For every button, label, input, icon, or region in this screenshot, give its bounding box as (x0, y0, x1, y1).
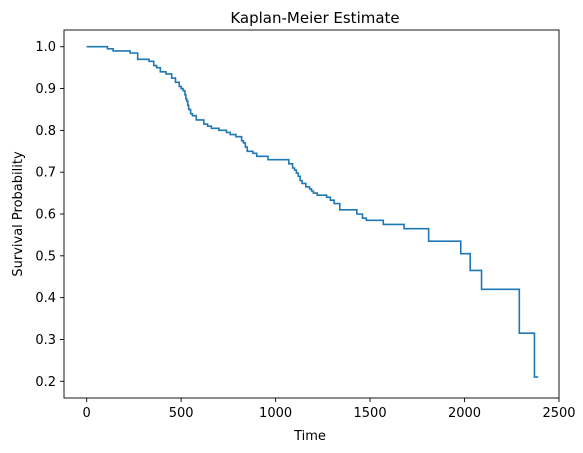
x-axis-label: Time (293, 429, 326, 444)
x-tick-label: 500 (169, 406, 194, 421)
chart-title: Kaplan-Meier Estimate (230, 9, 399, 27)
x-tick-label: 2000 (448, 406, 481, 421)
y-tick-label: 0.3 (35, 333, 56, 348)
survival-curve-line (86, 45, 539, 378)
x-tick-label: 2500 (542, 406, 575, 421)
x-tick-label: 0 (83, 406, 91, 421)
y-tick-label: 0.9 (35, 82, 56, 97)
y-tick-label: 0.2 (35, 375, 56, 390)
y-tick-label: 0.7 (35, 166, 56, 181)
y-tick-label: 0.5 (35, 249, 56, 264)
y-tick-label: 0.6 (35, 208, 56, 223)
x-axis: 0 500 1000 1500 2000 2500 (83, 398, 576, 421)
plot-frame (63, 29, 560, 399)
x-tick-label: 1000 (259, 406, 292, 421)
y-axis: 0.2 0.3 0.4 0.5 0.6 0.7 0.8 0.9 1.0 (35, 40, 64, 390)
y-tick-label: 0.4 (35, 291, 56, 306)
y-tick-label: 1.0 (35, 40, 56, 55)
x-tick-label: 1500 (354, 406, 387, 421)
y-tick-label: 0.8 (35, 124, 56, 139)
y-axis-label: Survival Probability (11, 151, 26, 277)
